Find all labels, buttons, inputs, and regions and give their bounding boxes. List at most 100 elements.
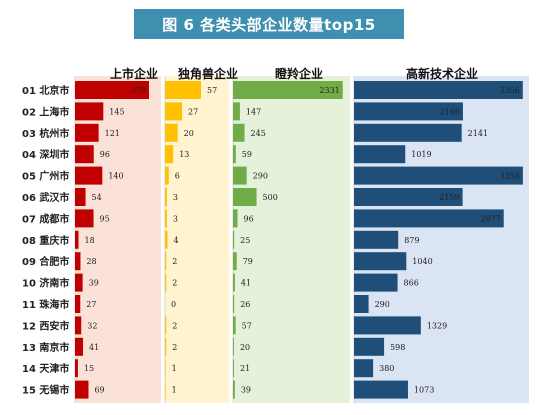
bar	[354, 230, 399, 249]
data-label: 140	[108, 172, 123, 181]
data-label: 39	[241, 386, 251, 395]
bar	[354, 359, 374, 378]
bar	[233, 380, 235, 399]
bar	[165, 145, 174, 164]
bar	[233, 166, 247, 185]
bar	[354, 273, 398, 292]
bar	[354, 337, 385, 356]
data-label: 3358	[500, 172, 520, 181]
data-label: 15	[84, 364, 94, 373]
bar	[233, 337, 234, 356]
row-label: 02 上海市	[22, 105, 69, 118]
data-label: 13	[179, 150, 189, 159]
data-label: 6	[175, 172, 180, 181]
bar	[354, 252, 407, 271]
bar	[165, 273, 167, 292]
bar	[165, 337, 167, 356]
bar	[75, 295, 81, 313]
bar	[75, 123, 99, 142]
data-label: 79	[243, 257, 253, 266]
series-header-3: 瞪羚企业	[275, 66, 323, 81]
data-label: 27	[188, 107, 198, 116]
row-label: 01 北京市	[22, 84, 69, 97]
data-label: 1073	[414, 386, 434, 395]
data-label: 32	[87, 321, 97, 330]
bar	[165, 102, 183, 121]
bar	[75, 230, 79, 249]
bar	[165, 230, 168, 249]
data-label: 245	[251, 129, 266, 138]
bar	[233, 252, 237, 271]
data-label: 69	[94, 386, 104, 395]
bar	[75, 188, 86, 206]
data-label: 25	[240, 236, 250, 245]
row-label: 03 杭州市	[22, 127, 69, 140]
bar	[165, 359, 166, 378]
bar	[233, 81, 343, 99]
data-label: 2977	[480, 214, 500, 223]
data-label: 41	[241, 279, 251, 288]
data-label: 379	[131, 86, 146, 95]
bar	[354, 295, 369, 313]
bar	[354, 145, 406, 164]
data-label: 57	[242, 321, 252, 330]
data-label: 54	[92, 193, 102, 202]
data-label: 2159	[439, 193, 459, 202]
bar	[75, 380, 89, 399]
data-label: 0	[171, 300, 176, 309]
data-label: 147	[246, 107, 261, 116]
data-label: 2	[172, 257, 177, 266]
row-label: 07 成都市	[22, 212, 69, 225]
row-label: 12 西安市	[22, 319, 69, 332]
bar	[75, 273, 83, 292]
data-label: 3	[173, 214, 178, 223]
data-label: 26	[240, 300, 250, 309]
bar	[75, 145, 94, 164]
data-label: 4	[174, 236, 179, 245]
bar	[75, 81, 149, 99]
data-label: 95	[100, 214, 110, 223]
bar	[233, 295, 235, 313]
bar	[75, 209, 94, 228]
bar	[233, 273, 235, 292]
bar	[165, 123, 178, 142]
data-label: 18	[85, 236, 95, 245]
data-label: 2141	[468, 129, 488, 138]
bar	[75, 252, 81, 271]
data-label: 20	[240, 343, 250, 352]
data-label: 2166	[440, 107, 460, 116]
bar	[233, 123, 245, 142]
bar	[75, 316, 82, 335]
data-label: 27	[86, 300, 96, 309]
data-label: 500	[263, 193, 278, 202]
row-label: 15 无锡市	[22, 384, 69, 397]
data-label: 96	[100, 150, 110, 159]
data-label: 866	[404, 279, 419, 288]
data-label: 2	[172, 321, 177, 330]
bar	[354, 316, 421, 335]
row-label: 08 重庆市	[22, 234, 69, 247]
data-label: 1	[172, 386, 177, 395]
bar	[233, 209, 238, 228]
bar	[354, 380, 408, 399]
bar	[354, 102, 463, 121]
bar	[165, 252, 167, 271]
bar	[165, 166, 169, 185]
data-label: 21	[240, 364, 250, 373]
bar	[75, 102, 104, 121]
bar	[354, 123, 462, 142]
bar	[233, 230, 235, 249]
bar	[233, 359, 234, 378]
bar	[165, 81, 201, 99]
series-header-2: 独角兽企业	[177, 66, 238, 81]
row-label: 14 天津市	[22, 362, 69, 375]
data-label: 290	[375, 300, 390, 309]
data-label: 145	[109, 107, 124, 116]
data-label: 20	[184, 129, 194, 138]
data-label: 380	[379, 364, 394, 373]
row-label: 05 广州市	[22, 170, 69, 183]
bar	[233, 188, 257, 206]
row-label: 11 珠海市	[22, 298, 69, 311]
row-label: 13 南京市	[22, 341, 69, 354]
